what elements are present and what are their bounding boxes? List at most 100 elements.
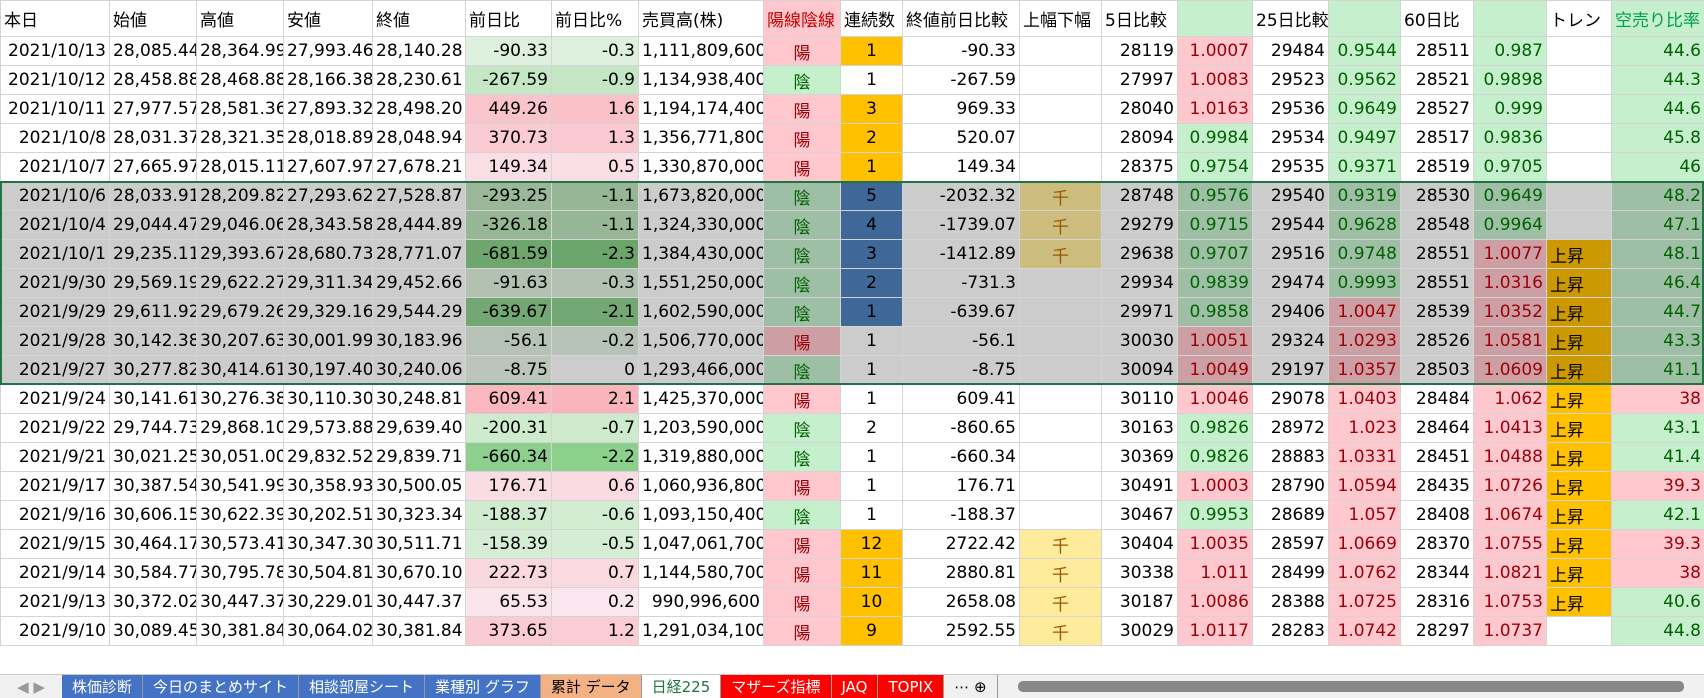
cell[interactable]: 0.9544 <box>1329 37 1401 66</box>
cell[interactable] <box>1020 269 1102 298</box>
cell[interactable]: 28519 <box>1401 153 1474 182</box>
cell[interactable]: 28530 <box>1401 182 1474 211</box>
cell[interactable]: 1 <box>841 66 903 95</box>
cell[interactable]: 44.6 <box>1612 37 1704 66</box>
cell[interactable]: 上昇 <box>1547 298 1612 327</box>
cell[interactable]: 2021/9/24 <box>1 385 110 414</box>
cell[interactable]: 42.1 <box>1612 501 1704 530</box>
cell[interactable]: 30,347.30 <box>284 530 373 559</box>
cell[interactable]: 陰 <box>764 240 841 269</box>
cell[interactable]: 2 <box>841 124 903 153</box>
cell[interactable]: 1.0077 <box>1474 240 1547 269</box>
cell[interactable]: 5 <box>841 182 903 211</box>
cell[interactable]: 43.1 <box>1612 414 1704 443</box>
cell[interactable]: 陽 <box>764 617 841 646</box>
cell[interactable]: 30,240.06 <box>373 356 466 385</box>
cell[interactable]: 28408 <box>1401 501 1474 530</box>
cell[interactable]: 28,209.82 <box>197 182 284 211</box>
cell[interactable]: 2021/9/28 <box>1 327 110 356</box>
cell[interactable]: 30110 <box>1102 385 1178 414</box>
cell[interactable]: 1 <box>841 356 903 385</box>
cell[interactable]: 千 <box>1020 530 1102 559</box>
cell[interactable]: 29516 <box>1253 240 1329 269</box>
cell[interactable]: -90.33 <box>466 37 552 66</box>
cell[interactable]: 1.3 <box>552 124 639 153</box>
cell[interactable]: 1,324,330,000 <box>639 211 764 240</box>
cell[interactable]: 520.07 <box>903 124 1020 153</box>
cell[interactable]: 46 <box>1612 153 1704 182</box>
cell[interactable]: 0.7 <box>552 559 639 588</box>
cell[interactable]: 上昇 <box>1547 501 1612 530</box>
cell[interactable]: 28551 <box>1401 269 1474 298</box>
cell[interactable]: 1 <box>841 298 903 327</box>
cell[interactable]: 1,203,590,000 <box>639 414 764 443</box>
cell[interactable]: 28,498.20 <box>373 95 466 124</box>
cell[interactable]: 陰 <box>764 356 841 385</box>
cell[interactable]: 38 <box>1612 559 1704 588</box>
cell[interactable]: -200.31 <box>466 414 552 443</box>
cell[interactable]: 2021/10/6 <box>1 182 110 211</box>
cell[interactable]: 1.0725 <box>1329 588 1401 617</box>
cell[interactable]: 29523 <box>1253 66 1329 95</box>
cell[interactable]: -0.3 <box>552 37 639 66</box>
cell[interactable]: 1.0331 <box>1329 443 1401 472</box>
cell[interactable]: 29279 <box>1102 211 1178 240</box>
cell[interactable]: 0 <box>552 356 639 385</box>
cell[interactable]: 28464 <box>1401 414 1474 443</box>
cell[interactable]: 28883 <box>1253 443 1329 472</box>
cell[interactable]: 30,142.38 <box>110 327 197 356</box>
cell[interactable]: 28,033.91 <box>110 182 197 211</box>
cell[interactable]: 上昇 <box>1547 269 1612 298</box>
cell[interactable]: 1.0413 <box>1474 414 1547 443</box>
cell[interactable]: 9 <box>841 617 903 646</box>
cell[interactable]: -731.3 <box>903 269 1020 298</box>
cell[interactable]: 29474 <box>1253 269 1329 298</box>
cell[interactable]: -293.25 <box>466 182 552 211</box>
cell[interactable]: 30,001.99 <box>284 327 373 356</box>
cell[interactable]: 28,458.88 <box>110 66 197 95</box>
cell[interactable]: 2021/10/12 <box>1 66 110 95</box>
cell[interactable]: 27,528.87 <box>373 182 466 211</box>
cell[interactable]: -2.2 <box>552 443 639 472</box>
cell[interactable]: 28,230.61 <box>373 66 466 95</box>
cell[interactable]: 1 <box>841 37 903 66</box>
cell[interactable]: 28451 <box>1401 443 1474 472</box>
cell[interactable]: 28435 <box>1401 472 1474 501</box>
cell[interactable]: 0.9628 <box>1329 211 1401 240</box>
cell[interactable]: 1.0051 <box>1178 327 1253 356</box>
cell[interactable]: 28,343.58 <box>284 211 373 240</box>
cell[interactable]: -1412.89 <box>903 240 1020 269</box>
cell[interactable]: 0.9576 <box>1178 182 1253 211</box>
cell[interactable]: 28388 <box>1253 588 1329 617</box>
cell[interactable]: 28748 <box>1102 182 1178 211</box>
cell[interactable]: 上昇 <box>1547 472 1612 501</box>
cell[interactable]: -0.5 <box>552 530 639 559</box>
cell[interactable]: 30,670.10 <box>373 559 466 588</box>
sheet-tab[interactable]: 累計 データ <box>541 675 642 698</box>
cell[interactable]: 29534 <box>1253 124 1329 153</box>
cell[interactable]: 1.0674 <box>1474 501 1547 530</box>
cell[interactable]: 28375 <box>1102 153 1178 182</box>
cell[interactable]: 2021/9/29 <box>1 298 110 327</box>
cell[interactable]: 30,229.01 <box>284 588 373 617</box>
cell[interactable]: 12 <box>841 530 903 559</box>
cell[interactable]: 29638 <box>1102 240 1178 269</box>
cell[interactable]: 1.0762 <box>1329 559 1401 588</box>
cell[interactable]: 28,581.36 <box>197 95 284 124</box>
cell[interactable]: -56.1 <box>903 327 1020 356</box>
cell[interactable]: 1.0046 <box>1178 385 1253 414</box>
cell[interactable]: 陽 <box>764 124 841 153</box>
cell[interactable]: 1.0117 <box>1178 617 1253 646</box>
cell[interactable]: 千 <box>1020 182 1102 211</box>
cell[interactable]: 4 <box>841 211 903 240</box>
cell[interactable]: 0.999 <box>1474 95 1547 124</box>
cell[interactable]: 1.0003 <box>1178 472 1253 501</box>
cell[interactable]: 28689 <box>1253 501 1329 530</box>
cell[interactable] <box>1547 617 1612 646</box>
cell[interactable]: 千 <box>1020 240 1102 269</box>
cell[interactable]: 陰 <box>764 414 841 443</box>
cell[interactable]: 30029 <box>1102 617 1178 646</box>
cell[interactable]: 上昇 <box>1547 414 1612 443</box>
cell[interactable]: 30,606.15 <box>110 501 197 530</box>
cell[interactable]: 1.0488 <box>1474 443 1547 472</box>
